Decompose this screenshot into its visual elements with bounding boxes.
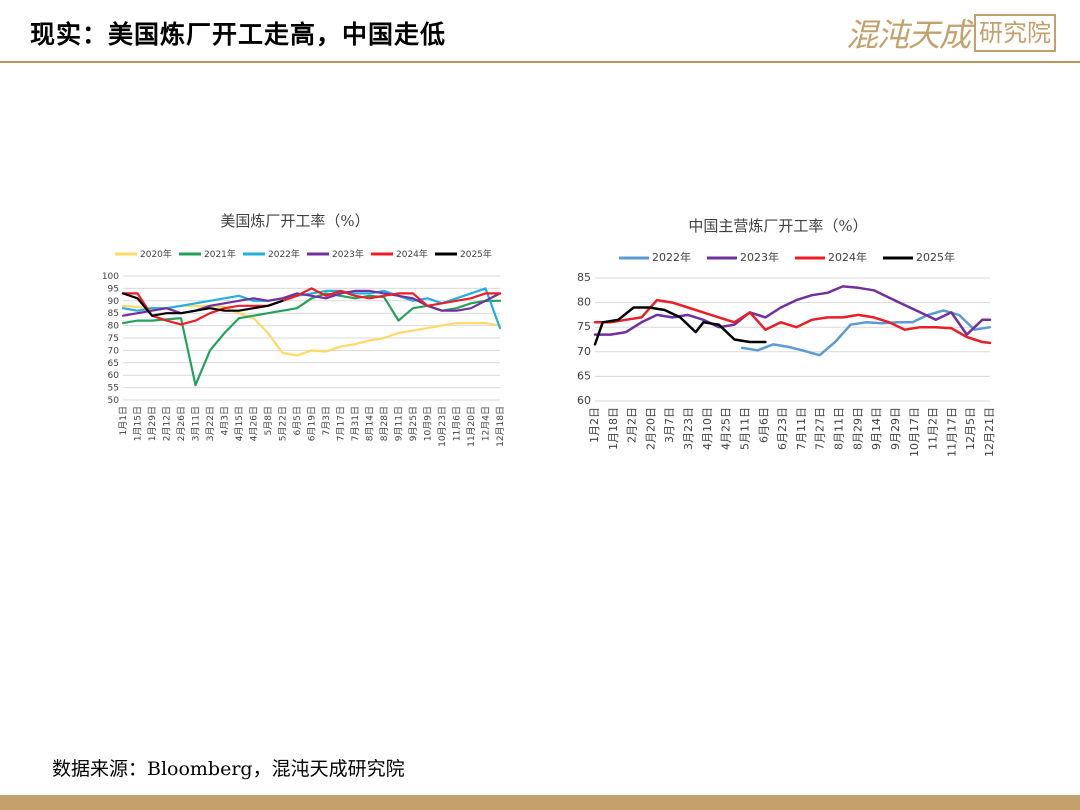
- series-line-2022年: [740, 309, 992, 357]
- x-tick-label: 1月1日: [118, 406, 129, 435]
- y-tick-label: 75: [108, 334, 119, 344]
- y-tick-label: 80: [577, 296, 591, 309]
- x-tick-label: 12月4日: [481, 406, 492, 441]
- legend-label: 2024年: [828, 250, 867, 264]
- x-tick-label: 12月18日: [495, 406, 506, 447]
- y-tick-label: 65: [577, 369, 591, 382]
- x-tick-label: 3月22日: [205, 406, 216, 441]
- x-tick-label: 7月27日: [814, 407, 827, 450]
- x-tick-label: 12月5日: [964, 407, 977, 450]
- x-tick-label: 1月2日: [588, 407, 601, 443]
- page-title: 现实：美国炼厂开工走高，中国走低: [30, 20, 447, 49]
- x-tick-label: 8月29日: [851, 407, 864, 450]
- x-tick-label: 3月23日: [682, 407, 695, 450]
- x-tick-label: 12月21日: [983, 407, 996, 457]
- y-tick-label: 65: [108, 359, 119, 369]
- x-tick-label: 11月2日: [927, 407, 940, 450]
- series-line-2021年: [121, 292, 502, 387]
- x-tick-label: 4月15日: [234, 406, 245, 441]
- china-refinery-chart-svg: 中国主营炼厂开工率（%） 2022年 2023年 2024年 2025年 60 65 70 75…: [577, 217, 996, 457]
- legend-label: 2024年: [396, 248, 428, 260]
- x-tick-label: 5月8日: [263, 406, 274, 435]
- data-source: 数据来源：Bloomberg，混沌天成研究院: [52, 758, 405, 780]
- x-tick-label: 7月31日: [350, 406, 361, 441]
- logo: 混沌天成 研究院: [846, 12, 1057, 54]
- x-tick-label: 1月15日: [133, 406, 144, 441]
- legend-label: 2023年: [740, 250, 779, 264]
- x-tick-label: 2月26日: [176, 406, 187, 441]
- legend-label: 2025年: [916, 250, 955, 264]
- y-tick-label: 55: [108, 384, 119, 394]
- y-tick-label: 95: [108, 284, 119, 294]
- y-tick-label: 100: [102, 272, 119, 282]
- x-tick-label: 10月17日: [908, 407, 921, 457]
- us-refinery-chart-svg: 美国炼厂开工率（%） 2020年 2021年 2022年 2023年 2024年 2025年…: [102, 212, 506, 447]
- x-tick-label: 9月14日: [870, 407, 883, 450]
- legend-label: 2021年: [204, 248, 236, 260]
- x-tick-label: 5月22日: [278, 406, 289, 441]
- x-tick-label: 6月6日: [757, 407, 770, 443]
- china-refinery-chart: 中国主营炼厂开工率（%） 2022年 2023年 2024年 2025年 60 65 70 75…: [545, 200, 1005, 460]
- x-tick-label: 4月26日: [249, 406, 260, 441]
- legend-label: 2023年: [332, 248, 364, 260]
- y-tick-label: 75: [577, 320, 591, 333]
- legend-label: 2022年: [652, 250, 691, 264]
- legend-label: 2025年: [460, 248, 492, 260]
- logo-script: 混沌天成: [846, 16, 971, 54]
- y-tick-label: 90: [108, 297, 120, 307]
- x-tick-label: 6月5日: [292, 406, 303, 435]
- y-tick-label: 70: [577, 345, 591, 358]
- series-line-2024年: [121, 287, 502, 326]
- series-line-2022年: [121, 287, 502, 330]
- x-tick-label: 5月11日: [738, 407, 751, 450]
- y-tick-label: 70: [108, 346, 120, 356]
- y-tick-label: 60: [108, 371, 120, 381]
- x-tick-label: 4月25日: [720, 407, 733, 450]
- series-line-2025年: [121, 292, 284, 317]
- x-tick-label: 11月20日: [466, 406, 477, 447]
- series-line-2023年: [593, 285, 992, 336]
- x-tick-label: 6月19日: [307, 406, 318, 441]
- header-rule: [0, 61, 1080, 63]
- x-tick-label: 9月11日: [394, 406, 405, 441]
- x-tick-label: 3月11日: [191, 406, 202, 441]
- legend-label: 2022年: [268, 248, 300, 260]
- x-tick-label: 1月18日: [607, 407, 620, 450]
- x-tick-label: 7月17日: [336, 406, 347, 441]
- y-tick-label: 85: [108, 309, 119, 319]
- x-tick-label: 8月11日: [833, 407, 846, 450]
- x-tick-label: 7月3日: [321, 406, 332, 435]
- y-tick-label: 85: [577, 271, 591, 284]
- x-tick-label: 10月23日: [437, 406, 448, 447]
- x-tick-label: 8月28日: [379, 406, 390, 441]
- y-tick-label: 60: [577, 394, 591, 407]
- x-tick-label: 6月23日: [776, 407, 789, 450]
- y-tick-label: 50: [108, 396, 120, 406]
- x-tick-label: 1月29日: [147, 406, 158, 441]
- x-tick-label: 9月29日: [889, 407, 902, 450]
- x-tick-label: 4月3日: [220, 406, 231, 435]
- x-tick-label: 2月12日: [162, 406, 173, 441]
- series-line-2024年: [593, 298, 992, 345]
- x-tick-label: 4月10日: [701, 407, 714, 450]
- x-tick-label: 7月11日: [795, 407, 808, 450]
- x-tick-label: 10月9日: [423, 406, 434, 441]
- x-tick-label: 2月2日: [626, 407, 639, 443]
- x-tick-label: 2月20日: [644, 407, 657, 450]
- series-line-2025年: [593, 306, 767, 346]
- logo-box: 研究院: [974, 14, 1057, 52]
- us-refinery-chart: 美国炼厂开工率（%） 2020年 2021年 2022年 2023年 2024年 2025年…: [95, 200, 515, 460]
- x-tick-label: 11月17日: [945, 407, 958, 457]
- x-tick-label: 9月25日: [408, 406, 419, 441]
- legend-label: 2020年: [140, 248, 172, 260]
- x-tick-label: 11月6日: [452, 406, 463, 441]
- chart-title: 美国炼厂开工率（%）: [220, 212, 369, 230]
- y-tick-label: 80: [108, 322, 120, 332]
- footer-bar: [0, 795, 1080, 810]
- x-tick-label: 8月14日: [365, 406, 376, 441]
- x-tick-label: 3月7日: [663, 407, 676, 443]
- chart-title: 中国主营炼厂开工率（%）: [688, 217, 867, 235]
